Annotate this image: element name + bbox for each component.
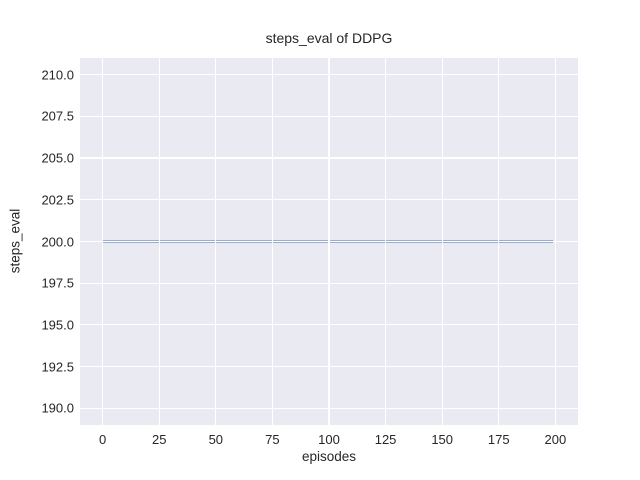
y-gridline xyxy=(80,157,578,159)
x-axis-label: episodes xyxy=(301,449,357,464)
x-tick-label: 200 xyxy=(544,432,567,447)
y-tick-label: 202.5 xyxy=(41,192,74,208)
y-gridline xyxy=(80,282,578,284)
x-tick-label: 125 xyxy=(374,432,397,447)
y-tick-label: 200.0 xyxy=(41,234,74,249)
x-tick-label: 100 xyxy=(318,432,340,447)
y-tick-label: 197.5 xyxy=(41,275,74,291)
plot-area xyxy=(80,58,578,425)
y-tick-label: 205.0 xyxy=(41,150,74,166)
x-tick-label: 175 xyxy=(487,432,510,447)
y-gridline xyxy=(80,407,578,409)
y-tick-label: 207.5 xyxy=(41,108,74,124)
x-tick-label: 25 xyxy=(151,432,167,447)
chart-title: steps_eval of DDPG xyxy=(265,30,393,46)
x-tick-label: 50 xyxy=(208,432,224,447)
y-gridline xyxy=(80,115,578,117)
y-gridline xyxy=(80,74,578,76)
y-tick-label: 195.0 xyxy=(41,317,74,333)
y-tick-label: 210.0 xyxy=(41,67,74,83)
y-gridline xyxy=(80,324,578,326)
x-tick-label: 75 xyxy=(265,432,280,447)
y-gridline xyxy=(80,366,578,368)
y-tick-label: 190.0 xyxy=(41,400,74,416)
x-tick-label: 150 xyxy=(431,432,454,447)
y-gridline xyxy=(80,199,578,201)
y-axis-label: steps_eval xyxy=(7,208,23,274)
x-tick-label: 0 xyxy=(99,432,107,447)
y-tick-label: 192.5 xyxy=(41,359,74,375)
y-gridline xyxy=(80,240,578,243)
